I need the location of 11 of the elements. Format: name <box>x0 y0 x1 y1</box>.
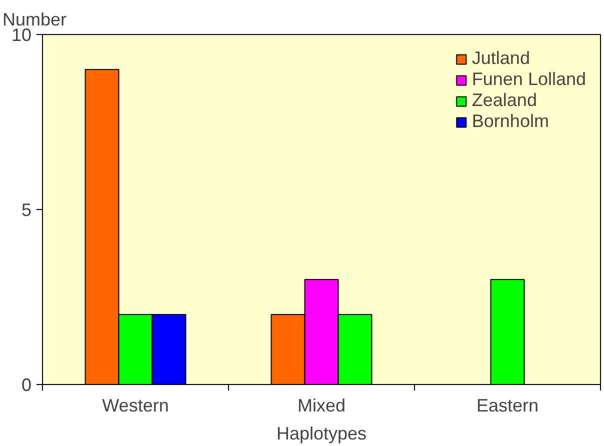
x-tick-label: Mixed <box>297 396 346 416</box>
legend-label: Jutland <box>472 48 530 69</box>
y-tick-label: 5 <box>21 200 32 220</box>
legend-label: Funen Lolland <box>472 69 586 90</box>
x-tick-label: Eastern <box>476 396 539 416</box>
x-axis-title: Haplotypes <box>276 424 367 444</box>
x-tick-label: Western <box>102 396 169 416</box>
legend-label: Zealand <box>472 90 537 111</box>
y-tick-label: 0 <box>21 375 32 395</box>
legend-label: Bornholm <box>472 111 549 132</box>
bar <box>490 279 525 384</box>
